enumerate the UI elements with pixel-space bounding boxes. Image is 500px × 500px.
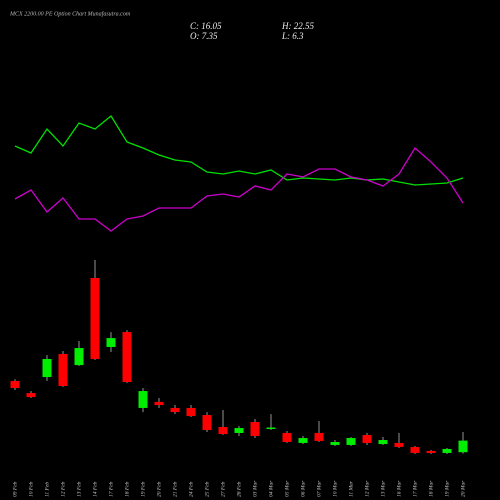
x-tick-label: 18 Mar xyxy=(428,480,434,497)
x-tick-label: 07 Mar xyxy=(316,480,322,497)
value: 22.55 xyxy=(294,21,315,31)
candle-body xyxy=(298,438,308,443)
candle-body xyxy=(186,407,196,417)
x-tick-label: 13 Feb xyxy=(76,481,82,497)
x-tick-label: 10 Mar xyxy=(332,480,338,497)
candle-body xyxy=(42,358,52,378)
candle-body xyxy=(394,442,404,447)
label: C: xyxy=(190,21,199,31)
x-tick-label: 06 Mar xyxy=(300,480,306,497)
candle-body xyxy=(330,442,340,445)
x-tick-label: 16 Mar xyxy=(396,480,402,497)
candle-body xyxy=(170,407,180,413)
candle-body xyxy=(74,348,84,366)
x-tick-label: 28 Feb xyxy=(236,481,242,497)
candle-body xyxy=(266,427,276,429)
x-tick-label: 18 Feb xyxy=(124,481,130,497)
value: 7.35 xyxy=(202,31,218,41)
open-label: O: 7.35 xyxy=(190,31,218,41)
label: L: xyxy=(281,31,290,41)
chart-title: MCX 2200.00 PE Option Chart Munafasutra.… xyxy=(9,10,131,17)
candle-body xyxy=(282,432,292,443)
candle-body xyxy=(442,448,452,453)
x-tick-label: 19 Mar xyxy=(444,480,450,497)
high-label: H: 22.55 xyxy=(281,21,315,31)
candle-body xyxy=(314,432,324,441)
candle-body xyxy=(218,426,228,435)
candle-body xyxy=(202,415,212,431)
x-tick-label: 05 Mar xyxy=(284,480,290,497)
candle-body xyxy=(378,440,388,445)
label: H: xyxy=(281,21,292,31)
candle-body xyxy=(138,391,148,408)
candle-body xyxy=(362,434,372,443)
x-tick-label: 11 Mar xyxy=(348,480,354,497)
candle-body xyxy=(250,422,260,437)
candle-body xyxy=(426,450,436,453)
x-tick-label: 27 Feb xyxy=(220,481,226,497)
candle-body xyxy=(10,381,20,388)
indicator-line xyxy=(14,147,464,232)
x-tick-label: 19 Feb xyxy=(140,481,146,497)
candle-body xyxy=(410,446,420,453)
indicator-line xyxy=(14,115,464,186)
x-tick-label: 21 Feb xyxy=(172,481,178,497)
value: 6.3 xyxy=(292,31,304,41)
x-tick-label: 24 Feb xyxy=(187,481,194,497)
close-label: C: 16.05 xyxy=(190,21,222,31)
value: 16.05 xyxy=(201,21,222,31)
x-tick-label: 09 Feb xyxy=(12,481,18,497)
x-tick-label: 10 Feb xyxy=(28,481,34,497)
candle-body xyxy=(26,393,36,398)
x-tick-label: 13 Mar xyxy=(380,480,386,497)
x-tick-label: 04 Mar xyxy=(267,480,274,497)
x-tick-label: 12 Feb xyxy=(60,481,66,497)
low-label: L: 6.3 xyxy=(281,31,304,41)
candle-body xyxy=(122,332,132,382)
x-tick-label: 25 Feb xyxy=(204,481,210,497)
candle-body xyxy=(90,278,100,359)
x-tick-label: 20 Feb xyxy=(156,481,162,497)
candle-body xyxy=(234,428,244,433)
candle-body xyxy=(346,438,356,445)
x-tick-label: 14 Feb xyxy=(91,481,98,497)
x-tick-label: 11 Feb xyxy=(44,482,50,497)
candle-body xyxy=(106,338,116,347)
x-tick-label: 20 Mar xyxy=(460,480,466,497)
label: O: xyxy=(190,31,200,41)
x-tick-label: 17 Feb xyxy=(108,481,114,497)
candle-body xyxy=(58,354,68,386)
x-tick-label: 03 Mar xyxy=(252,480,258,497)
x-tick-label: 17 Mar xyxy=(412,480,418,497)
candle-body xyxy=(458,440,468,453)
x-tick-label: 12 Mar xyxy=(364,480,370,497)
candle-body xyxy=(154,401,164,406)
